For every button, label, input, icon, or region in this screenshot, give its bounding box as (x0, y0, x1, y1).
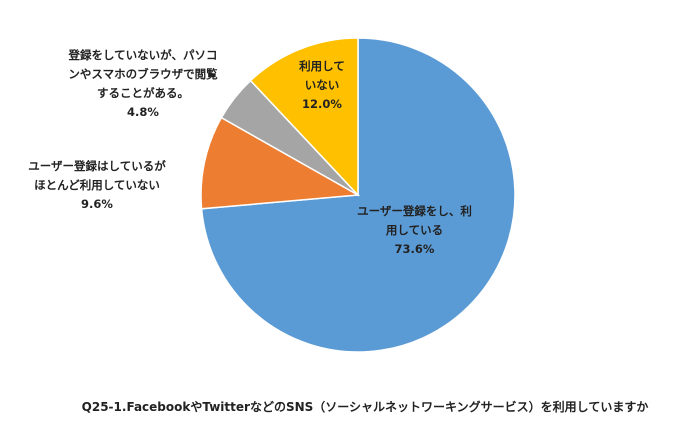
pie-slice (200, 116, 361, 210)
data-label: ユーザー登録をし、利用している 73.6% (352, 202, 477, 259)
data-label: 利用していない 12.0% (296, 57, 348, 114)
slice-value: 4.8% (127, 105, 159, 119)
slice-name: 登録をしていないが、パソコンやスマホのブラウザで閲覧することがある。 (68, 48, 218, 100)
pie-slice (249, 37, 359, 197)
data-label: ユーザー登録はしているがほとんど利用していない 9.6% (28, 157, 166, 214)
chart-title: Q25-1.FacebookやTwitterなどのSNS（ソーシャルネットワーキ… (81, 400, 649, 414)
slice-value: 9.6% (81, 197, 113, 211)
slice-value: 12.0% (302, 97, 342, 111)
slice-name: ユーザー登録をし、利用している (357, 204, 472, 237)
data-label: 登録をしていないが、パソコンやスマホのブラウザで閲覧することがある。 4.8% (63, 46, 223, 122)
slice-name: ユーザー登録はしているがほとんど利用していない (28, 159, 166, 192)
slice-value: 73.6% (394, 242, 435, 256)
slice-name: 利用していない (299, 59, 345, 92)
